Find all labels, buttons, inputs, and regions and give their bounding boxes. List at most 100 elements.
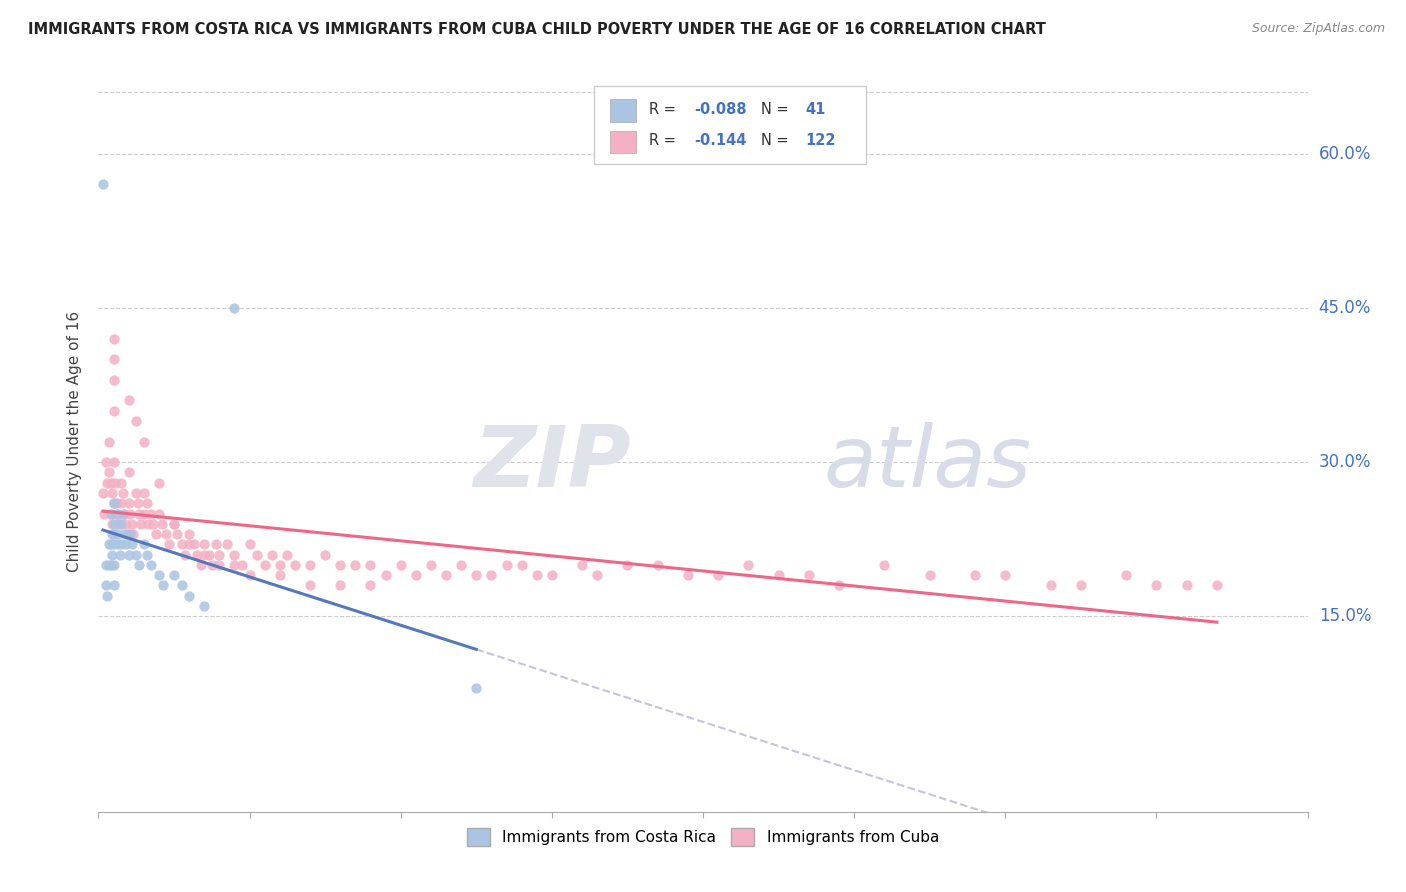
Point: [105, 496, 128, 510]
Text: ZIP: ZIP: [472, 422, 630, 505]
Point: [208, 548, 231, 562]
Point: [224, 558, 246, 572]
Point: [586, 568, 609, 582]
Text: R =: R =: [648, 103, 681, 118]
Point: [150, 516, 173, 531]
Point: [344, 558, 367, 572]
Point: [360, 558, 382, 572]
Point: [186, 548, 208, 562]
Point: [707, 568, 730, 582]
Point: [100, 507, 122, 521]
Point: [163, 568, 186, 582]
Point: [269, 568, 291, 582]
Point: [1175, 578, 1198, 592]
Point: [115, 527, 138, 541]
Point: [434, 568, 457, 582]
Point: [110, 496, 132, 510]
Point: [103, 558, 125, 572]
Point: [91, 178, 114, 192]
Text: N =: N =: [761, 134, 793, 148]
Point: [193, 599, 215, 613]
Point: [108, 516, 131, 531]
Point: [112, 507, 135, 521]
Point: [101, 548, 124, 562]
Point: [299, 558, 322, 572]
Point: [94, 455, 117, 469]
Text: IMMIGRANTS FROM COSTA RICA VS IMMIGRANTS FROM CUBA CHILD POVERTY UNDER THE AGE O: IMMIGRANTS FROM COSTA RICA VS IMMIGRANTS…: [28, 22, 1046, 37]
Point: [101, 527, 124, 541]
Point: [100, 507, 122, 521]
Point: [108, 548, 131, 562]
Text: Source: ZipAtlas.com: Source: ZipAtlas.com: [1251, 22, 1385, 36]
Point: [329, 578, 352, 592]
Legend: Immigrants from Costa Rica, Immigrants from Cuba: Immigrants from Costa Rica, Immigrants f…: [461, 822, 945, 852]
Point: [110, 516, 132, 531]
Point: [828, 578, 851, 592]
Point: [148, 507, 170, 521]
Point: [121, 516, 143, 531]
Text: N =: N =: [761, 103, 793, 118]
Point: [128, 507, 150, 521]
Point: [120, 507, 142, 521]
Point: [103, 496, 125, 510]
Point: [1144, 578, 1167, 592]
Point: [205, 537, 228, 551]
Point: [965, 568, 987, 582]
Point: [111, 486, 134, 500]
Point: [246, 548, 269, 562]
Point: [136, 516, 159, 531]
Point: [118, 496, 141, 510]
Text: 122: 122: [806, 134, 837, 148]
Point: [299, 578, 322, 592]
Point: [190, 558, 212, 572]
Point: [918, 568, 941, 582]
FancyBboxPatch shape: [610, 130, 637, 153]
Point: [105, 507, 128, 521]
Point: [94, 578, 117, 592]
Point: [110, 475, 132, 490]
Point: [571, 558, 593, 572]
Y-axis label: Child Poverty Under the Age of 16: Child Poverty Under the Age of 16: [67, 311, 83, 572]
Point: [103, 373, 125, 387]
Point: [132, 507, 155, 521]
Point: [93, 507, 115, 521]
Point: [676, 568, 699, 582]
Point: [179, 527, 201, 541]
Point: [224, 548, 246, 562]
Point: [110, 537, 132, 551]
Point: [329, 558, 352, 572]
Point: [98, 434, 121, 449]
Text: -0.088: -0.088: [695, 103, 747, 118]
Point: [141, 507, 163, 521]
Point: [163, 516, 186, 531]
Point: [510, 558, 533, 572]
Point: [170, 537, 193, 551]
Point: [163, 516, 186, 531]
Text: 15.0%: 15.0%: [1319, 607, 1371, 625]
Point: [103, 527, 125, 541]
Point: [132, 434, 155, 449]
Point: [170, 578, 193, 592]
Point: [1206, 578, 1229, 592]
Text: 60.0%: 60.0%: [1319, 145, 1371, 162]
Point: [127, 496, 149, 510]
Point: [120, 527, 142, 541]
Point: [616, 558, 638, 572]
Point: [179, 589, 201, 603]
Point: [128, 558, 150, 572]
Point: [526, 568, 548, 582]
Point: [103, 455, 125, 469]
Point: [148, 568, 170, 582]
Point: [114, 537, 136, 551]
Point: [101, 486, 124, 500]
Point: [737, 558, 759, 572]
Point: [129, 516, 152, 531]
Point: [100, 537, 122, 551]
FancyBboxPatch shape: [595, 87, 866, 164]
Point: [224, 301, 246, 315]
Point: [103, 516, 125, 531]
Point: [132, 537, 155, 551]
Point: [173, 548, 195, 562]
Point: [1070, 578, 1092, 592]
Point: [111, 507, 134, 521]
